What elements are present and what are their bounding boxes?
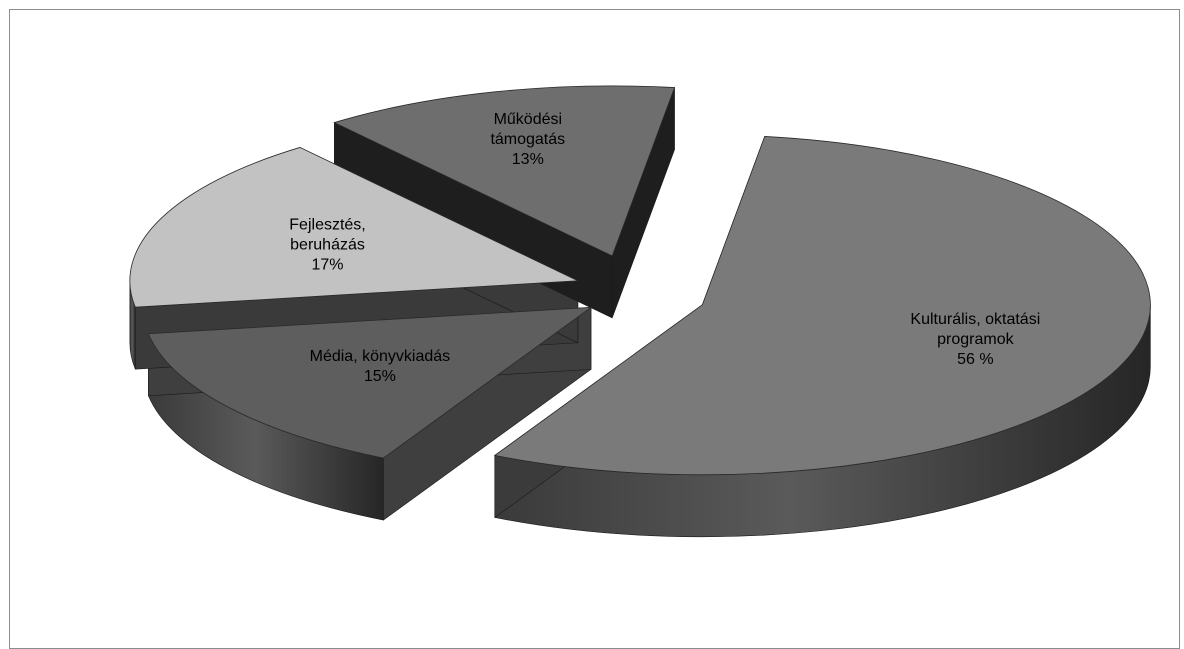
pie-slice: [493, 136, 1151, 476]
pie-data-label-line: beruházás: [290, 237, 365, 254]
pie-data-label-line: 13%: [512, 151, 544, 168]
pie-data-label-line: 56 %: [957, 351, 993, 368]
pie-data-label: Fejlesztés, beruházás 17%: [289, 217, 365, 274]
pie-data-label: Média, könyvkiadás 15%: [310, 348, 451, 385]
pie-data-label: Működési támogatás 13%: [490, 111, 565, 168]
pie-slice: [333, 85, 676, 257]
pie-data-label-line: Média, könyvkiadás: [310, 348, 451, 365]
chart-area: Kulturális, oktatási programok 56 % Média, …: [9, 9, 1180, 649]
pie-data-label-line: Kulturális, oktatási: [910, 311, 1040, 328]
pie-data-label-line: Fejlesztés,: [289, 217, 365, 234]
pie-chart: Kulturális, oktatási programok 56 % Média, …: [129, 85, 1151, 538]
pie-data-label-line: 17%: [312, 257, 344, 274]
pie-data-label-line: támogatás: [490, 131, 565, 148]
pie-data-label-line: Működési: [494, 111, 562, 128]
pie-data-label-line: 15%: [364, 368, 396, 385]
pie-data-label-line: programok: [937, 331, 1014, 348]
pie-data-label: Kulturális, oktatási programok 56 %: [910, 311, 1040, 368]
pie-slice: [147, 306, 593, 459]
pie-slice: [129, 147, 580, 308]
